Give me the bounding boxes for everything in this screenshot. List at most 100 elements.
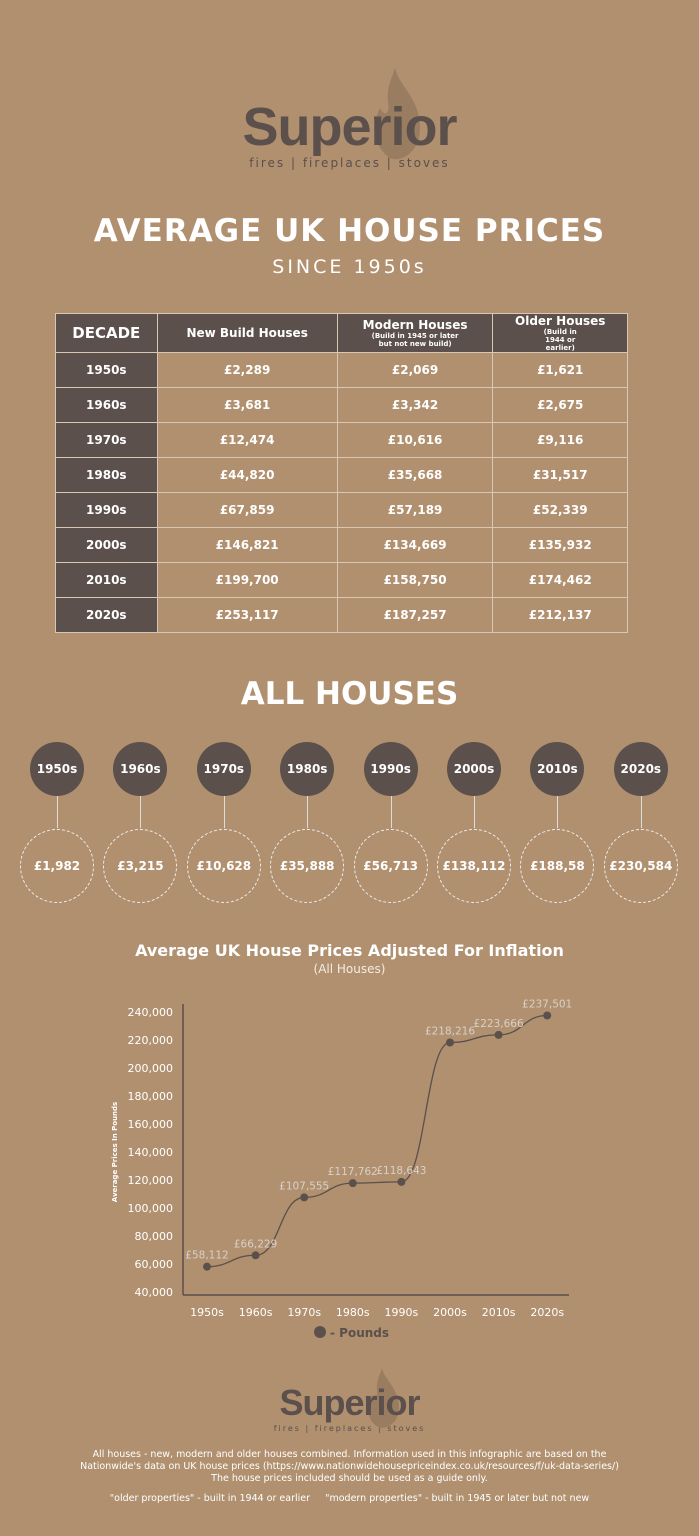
- decade-circle: 1970s: [196, 742, 251, 796]
- connector-line: [390, 796, 392, 828]
- y-tick-label: 200,000: [128, 1062, 174, 1075]
- x-tick-label: 1980s: [336, 1306, 370, 1319]
- price-cell: £187,257: [336, 597, 494, 633]
- decade-label: 1950s: [36, 762, 78, 776]
- price-cell: £35,668: [336, 457, 494, 493]
- decade-cell: 2020s: [55, 597, 158, 633]
- header-note: (Build in 1945 or later but not new buil…: [371, 332, 459, 348]
- decade-circle: 1950s: [30, 742, 84, 796]
- price-cell: £199,700: [156, 562, 338, 598]
- brand-tagline: fires | fireplaces | stoves: [249, 156, 450, 170]
- data-label: £237,501: [522, 998, 572, 1010]
- header-note: (Build in 1944 or earlier): [543, 328, 577, 352]
- price-circle: £138,112: [437, 829, 511, 903]
- data-label: £107,555: [279, 1180, 329, 1192]
- y-tick-label: 180,000: [128, 1090, 174, 1103]
- y-tick-label: 120,000: [128, 1174, 174, 1187]
- header-label: Older Houses: [515, 314, 606, 328]
- decade-label: 1990s: [370, 762, 411, 776]
- data-point: [348, 1179, 357, 1188]
- legend-label: - Pounds: [330, 1326, 389, 1340]
- data-label: £118,643: [376, 1165, 426, 1177]
- price-circle: £1,982: [20, 829, 94, 903]
- price-cell: £135,932: [492, 527, 628, 563]
- price-label: £10,628: [196, 859, 252, 873]
- data-point: [543, 1011, 552, 1020]
- decade-cell: 2010s: [55, 562, 158, 598]
- y-tick-label: 140,000: [128, 1146, 174, 1159]
- data-point: [397, 1177, 406, 1186]
- data-label: £66,229: [234, 1238, 277, 1250]
- decade-cell: 2000s: [55, 527, 158, 563]
- y-tick-label: 40,000: [135, 1286, 174, 1299]
- decade-label: 2020s: [620, 762, 662, 776]
- price-cell: £57,189: [336, 492, 494, 528]
- price-table: DECADE New Build Houses Modern Houses (Buil…: [55, 313, 628, 633]
- page-subtitle: SINCE 1950s: [272, 256, 427, 278]
- connector-line: [557, 796, 559, 828]
- column-header: New Build Houses: [156, 313, 338, 353]
- y-tick-label: 220,000: [128, 1034, 174, 1047]
- page-title: AVERAGE UK HOUSE PRICES: [93, 213, 606, 249]
- y-axis-label: Average Prices In Pounds: [111, 1102, 119, 1202]
- table-row: 1970s £12,474 £10,616 £9,116: [55, 422, 628, 458]
- price-cell: £10,616: [336, 422, 494, 458]
- price-cell: £2,069: [336, 352, 494, 388]
- price-cell: £253,117: [156, 597, 338, 633]
- flame-icon: [374, 68, 420, 160]
- y-tick-label: 160,000: [128, 1118, 174, 1131]
- chart-title: Average UK House Prices Adjusted For Inf…: [135, 941, 564, 960]
- price-circle: £230,584: [603, 829, 678, 903]
- price-label: £3,215: [117, 859, 164, 873]
- brand-name: Superior: [242, 97, 457, 157]
- price-circle: £35,888: [270, 829, 345, 903]
- price-label: £1,982: [33, 859, 81, 873]
- data-label: £223,666: [474, 1018, 524, 1030]
- decade-cell: 1990s: [55, 492, 158, 528]
- decade-circle: 1990s: [363, 742, 418, 796]
- data-point: [251, 1251, 260, 1260]
- price-cell: £212,137: [492, 597, 628, 633]
- data-label: £58,112: [185, 1250, 228, 1262]
- price-cell: £1,621: [492, 352, 628, 388]
- decade-circle: 2020s: [613, 742, 668, 796]
- legend-marker: [314, 1326, 326, 1338]
- x-tick-label: 1960s: [239, 1306, 273, 1319]
- price-cell: £146,821: [156, 527, 338, 563]
- table-row: 2020s £253,117 £187,257 £212,137: [55, 597, 628, 633]
- x-tick-label: 1990s: [385, 1306, 419, 1319]
- decade-label: 2010s: [537, 762, 578, 776]
- connector-line: [474, 796, 475, 828]
- y-tick-label: 240,000: [128, 1006, 174, 1019]
- y-tick-label: 60,000: [135, 1258, 174, 1271]
- data-point: [203, 1262, 211, 1271]
- y-tick-label: 100,000: [128, 1202, 174, 1215]
- price-cell: £2,675: [492, 387, 628, 423]
- series-line: [206, 1014, 548, 1268]
- footer-notes: All houses - new, modern and older house…: [0, 1449, 699, 1505]
- price-cell: £12,474: [156, 422, 338, 458]
- footer-logo: Superior fires | fireplaces | stoves: [0, 1368, 699, 1433]
- header-label: New Build Houses: [186, 326, 308, 340]
- price-label: £138,112: [442, 859, 506, 873]
- decade-cell: 1950s: [55, 352, 158, 388]
- price-cell: £134,669: [336, 527, 494, 563]
- table-row: 1960s £3,681 £3,342 £2,675: [55, 387, 628, 423]
- data-point: [446, 1038, 454, 1047]
- decade-cell: 1980s: [55, 457, 158, 493]
- decade-label: 1970s: [203, 762, 245, 776]
- line-chart: 40,000 60,000 80,000 100,000 120,000 140,000 1…: [111, 998, 572, 1340]
- connector-line: [140, 796, 142, 828]
- data-point: [300, 1193, 309, 1202]
- decade-circle: 1980s: [280, 742, 335, 796]
- price-cell: £174,462: [492, 562, 628, 598]
- data-label: £117,762: [328, 1166, 378, 1178]
- price-cell: £158,750: [336, 562, 494, 598]
- price-cell: £44,820: [156, 457, 338, 493]
- chart-subtitle: (All Houses): [313, 962, 386, 976]
- price-circle: £10,628: [186, 829, 261, 903]
- table-row: 1990s £67,859 £57,189 £52,339: [55, 492, 628, 528]
- connector-line: [57, 796, 58, 828]
- decade-cell: 1970s: [55, 422, 158, 458]
